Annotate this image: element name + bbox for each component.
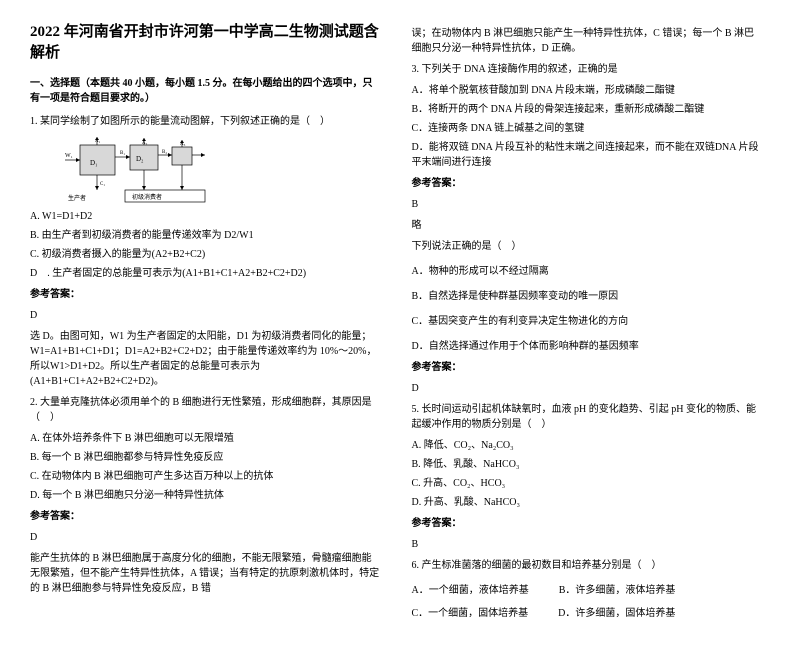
q4-opt-d: D．自然选择通过作用于个体而影响种群的基因频率 (412, 339, 764, 354)
svg-text:C₁: C₁ (100, 182, 105, 187)
svg-text:A₃: A₃ (180, 142, 186, 147)
q3-opt-d: D．能将双链 DNA 片段互补的粘性末端之间连接起来，而不能在双链DNA 片段平… (412, 140, 764, 170)
left-column: 2022 年河南省开封市许河第一中学高二生物测试题含解析 一、选择题（本题共 4… (30, 20, 382, 625)
svg-text:生产者: 生产者 (68, 194, 86, 202)
q6-opt-a: A．一个细菌，液体培养基 (412, 583, 529, 598)
energy-flow-diagram: W₁ D₁ D₂ A₁ B₁ C₁ A₂ B₂ A₃ 生产者 初级消费者 (60, 135, 210, 205)
svg-text:A₂: A₂ (142, 141, 148, 146)
q3-opt-c: C．连接两条 DNA 链上碱基之间的氢键 (412, 121, 764, 136)
q4-opt-c: C．基因突变产生的有利变异决定生物进化的方向 (412, 314, 764, 329)
q3-answer-label: 参考答案： (412, 176, 764, 191)
right-column: 误；在动物体内 B 淋巴细胞只能产生一种特异性抗体，C 错误；每一个 B 淋巴细… (412, 20, 764, 625)
q5-answer-label: 参考答案： (412, 516, 764, 531)
q2-answer: D (30, 530, 382, 545)
q6-opt-c: C．一个细菌，固体培养基 (412, 606, 529, 621)
q2-opt-c: C. 在动物体内 B 淋巴细胞可产生多达百万种以上的抗体 (30, 469, 382, 484)
q1-opt-c: C. 初级消费者摄入的能量为(A2+B2+C2) (30, 247, 382, 262)
svg-text:D₂: D₂ (136, 155, 144, 163)
q1-opt-d: D . 生产者固定的总能量可表示为(A1+B1+C1+A2+B2+C2+D2) (30, 266, 382, 281)
q4-opt-a: A．物种的形成可以不经过隔离 (412, 264, 764, 279)
q2-opt-a: A. 在体外培养条件下 B 淋巴细胞可以无限增殖 (30, 431, 382, 446)
q2-answer-label: 参考答案： (30, 509, 382, 524)
q4-answer-label: 参考答案： (412, 360, 764, 375)
q3-opt-b: B．将断开的两个 DNA 片段的骨架连接起来，重新形成磷酸二酯键 (412, 102, 764, 117)
section-i-heading: 一、选择题（本题共 40 小题，每小题 1.5 分。在每小题给出的四个选项中，只… (30, 76, 382, 106)
q5-answer: B (412, 537, 764, 552)
q6-opt-b: B．许多细菌，液体培养基 (559, 583, 676, 598)
q4-answer: D (412, 381, 764, 396)
q1-opt-a: A. W1=D1+D2 (30, 209, 382, 224)
svg-text:A₁: A₁ (95, 139, 101, 144)
q3-opt-a: A．将单个脱氧核苷酸加到 DNA 片段末端，形成磷酸二酯键 (412, 83, 764, 98)
q5-opt-c: C. 升高、CO₂、HCO₃ (412, 476, 764, 491)
q5-stem: 5. 长时间运动引起机体缺氧时，血液 pH 的变化趋势、引起 pH 变化的物质、… (412, 402, 764, 432)
q1-answer-label: 参考答案： (30, 287, 382, 302)
q2-stem: 2. 大量单克隆抗体必须用单个的 B 细胞进行无性繁殖，形成细胞群，其原因是 （… (30, 395, 382, 425)
q3-stem: 3. 下列关于 DNA 连接酶作用的叙述，正确的是 (412, 62, 764, 77)
q5-opt-a: A. 降低、CO₂、Na₂CO₃ (412, 438, 764, 453)
svg-text:初级消费者: 初级消费者 (132, 193, 162, 201)
svg-text:D₁: D₁ (90, 159, 98, 167)
q6-opt-d: D．许多细菌，固体培养基 (558, 606, 675, 621)
q4-stem: 下列说法正确的是（ ） (412, 239, 764, 254)
q2-opt-d: D. 每一个 B 淋巴细胞只分泌一种特异性抗体 (30, 488, 382, 503)
q4-opt-b: B．自然选择是使种群基因频率变动的唯一原因 (412, 289, 764, 304)
q5-opt-d: D. 升高、乳酸、NaHCO₃ (412, 495, 764, 510)
q3-answer2: 略 (412, 218, 764, 233)
q6-stem: 6. 产生标准菌落的细菌的最初数目和培养基分别是（ ） (412, 558, 764, 573)
svg-text:B₂: B₂ (162, 150, 167, 155)
q1-stem: 1. 某同学绘制了如图所示的能量流动图解，下列叙述正确的是（ ） (30, 114, 382, 129)
q1-explanation: 选 D。由图可知，W1 为生产者固定的太阳能，D1 为初级消费者同化的能量；W1… (30, 329, 382, 389)
svg-text:B₁: B₁ (120, 151, 125, 156)
svg-text:W₁: W₁ (65, 153, 73, 159)
q5-opt-b: B. 降低、乳酸、NaHCO₃ (412, 457, 764, 472)
q2-opt-b: B. 每一个 B 淋巴细胞都参与特异性免疫反应 (30, 450, 382, 465)
q1-opt-b: B. 由生产者到初级消费者的能量传递效率为 D2/W1 (30, 228, 382, 243)
q1-answer: D (30, 308, 382, 323)
q2-explanation: 能产生抗体的 B 淋巴细胞属于高度分化的细胞，不能无限繁殖，骨髓瘤细胞能无限繁殖… (30, 551, 382, 596)
page-title: 2022 年河南省开封市许河第一中学高二生物测试题含解析 (30, 20, 382, 62)
q2-explanation-cont: 误；在动物体内 B 淋巴细胞只能产生一种特异性抗体，C 错误；每一个 B 淋巴细… (412, 26, 764, 56)
q3-answer: B (412, 197, 764, 212)
